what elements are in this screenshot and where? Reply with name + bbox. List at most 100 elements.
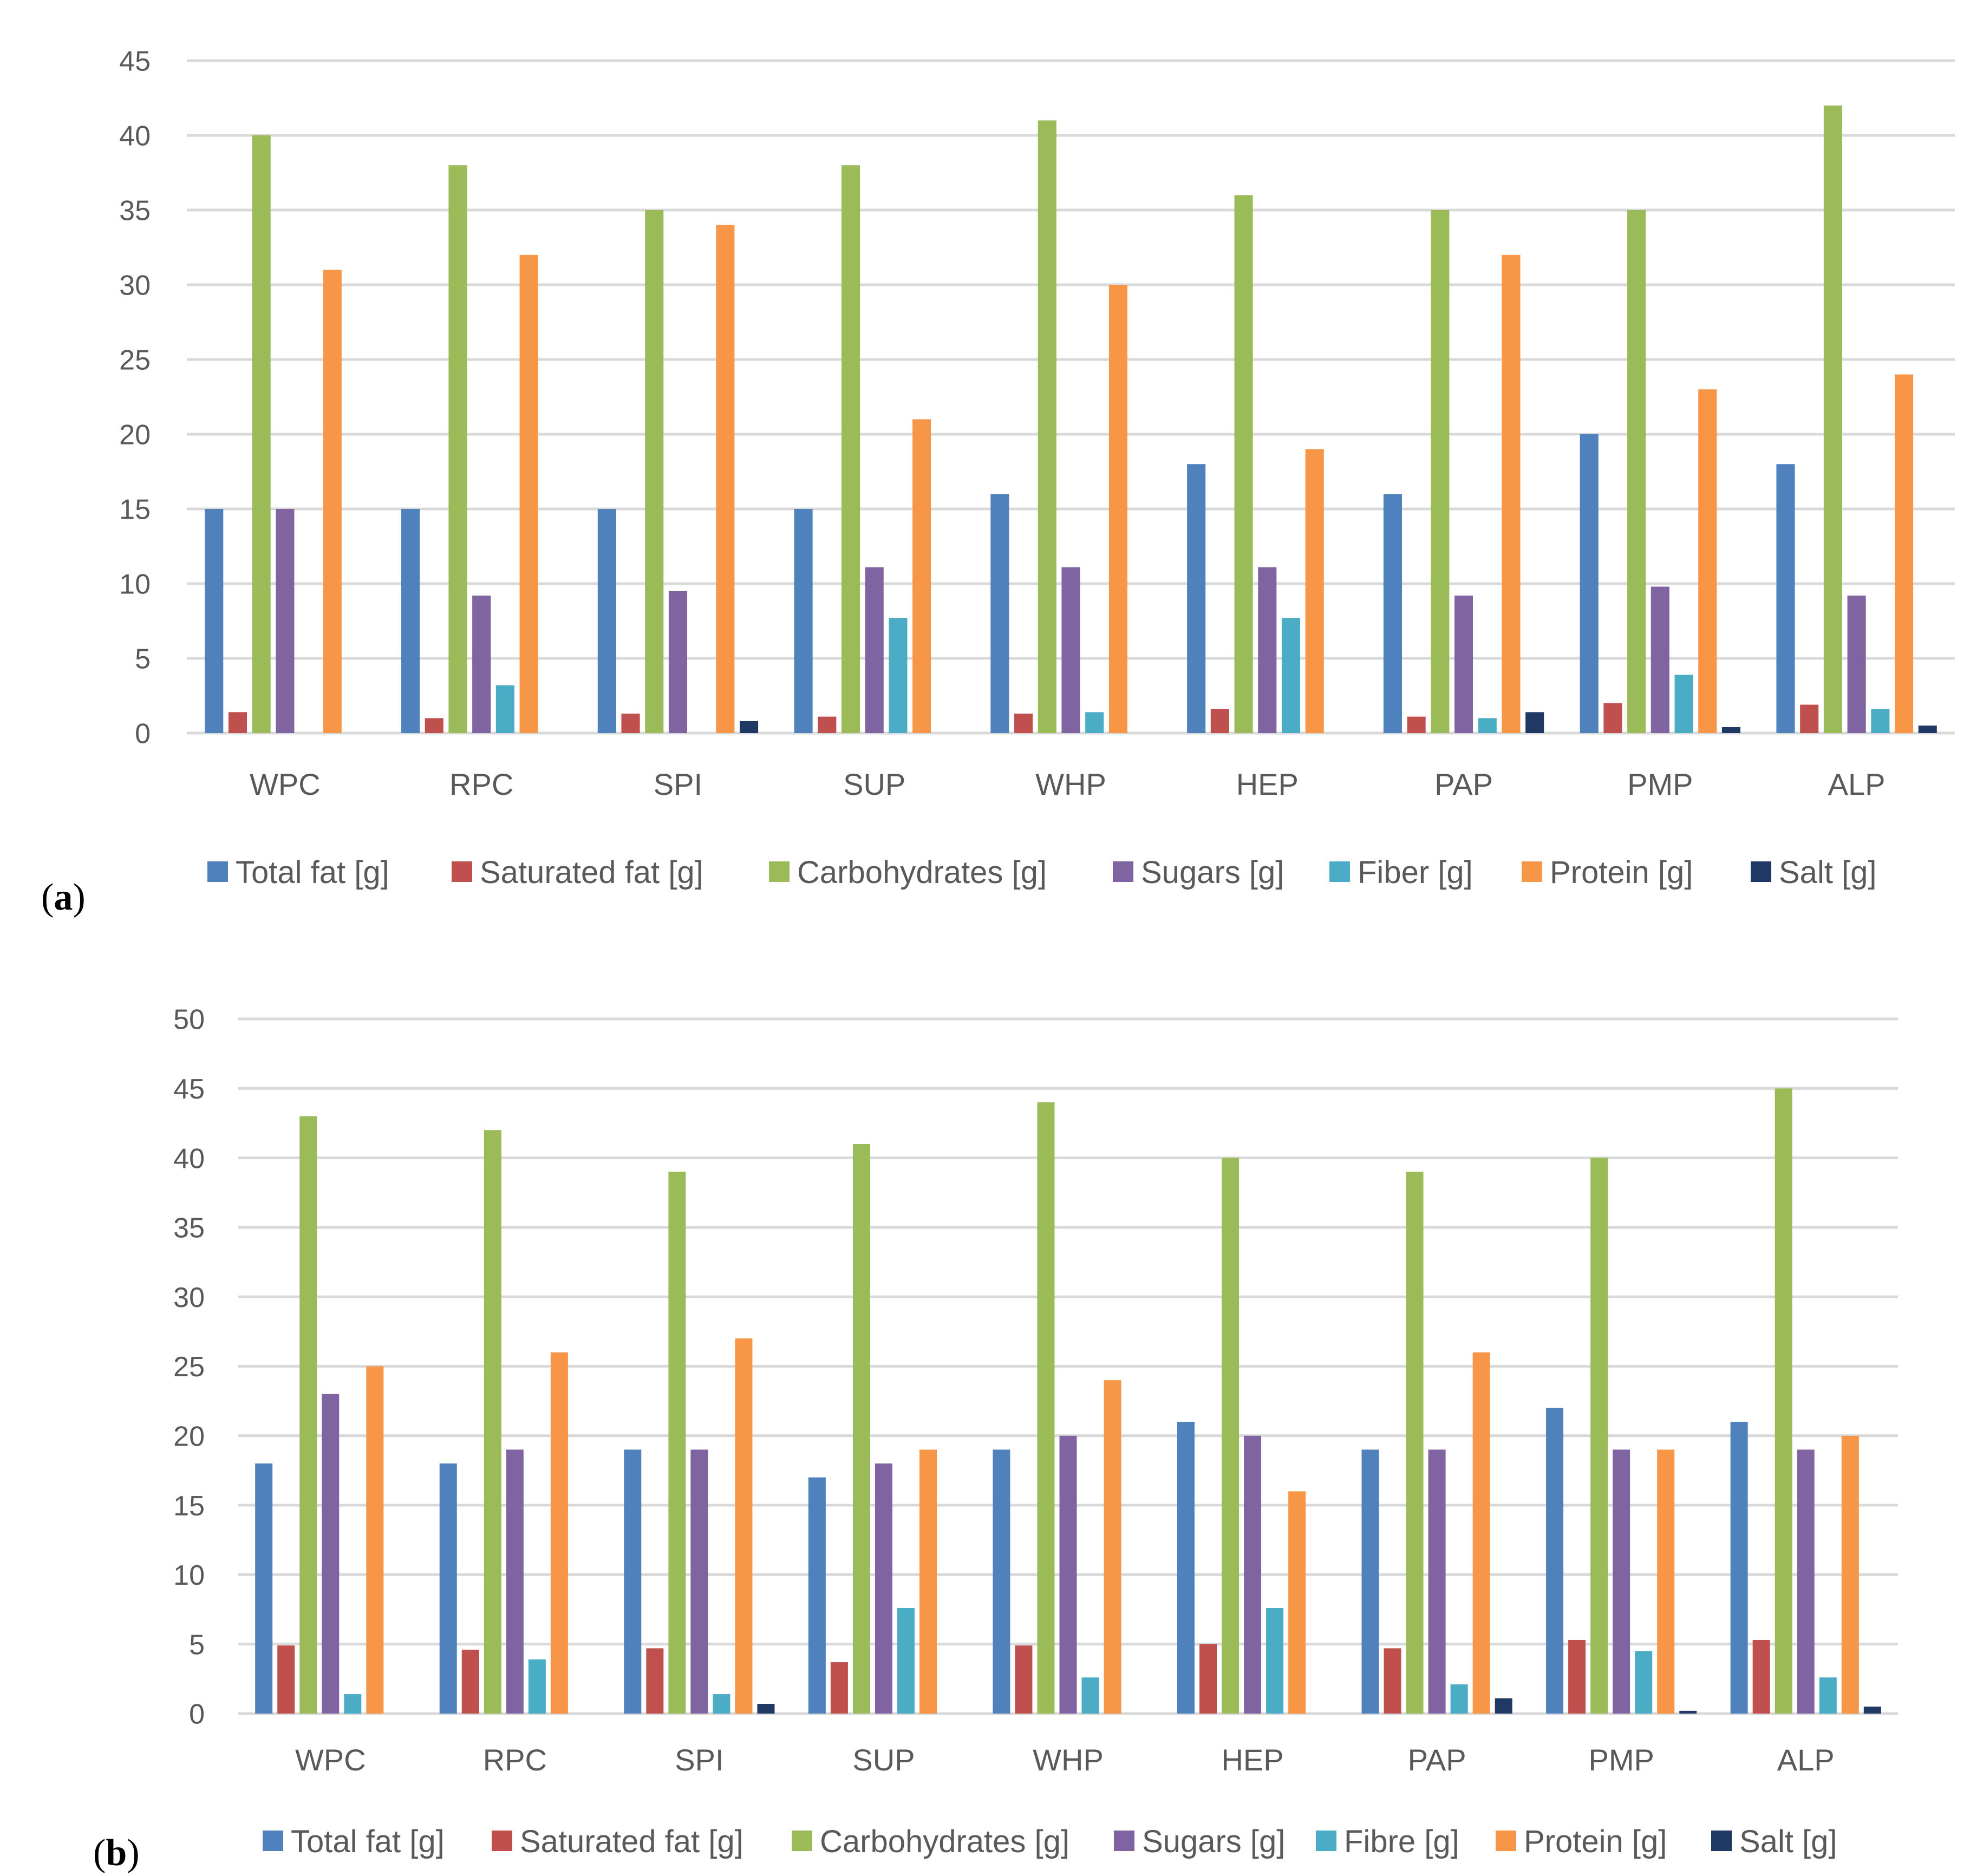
series-carbohydrates — [252, 105, 1842, 734]
y-tick-label: 20 — [173, 1421, 205, 1453]
panel-label: (b) — [93, 1832, 140, 1874]
y-tick-label: 15 — [173, 1491, 205, 1522]
bar — [1431, 210, 1450, 733]
series-protein — [366, 1338, 1859, 1714]
bar — [1177, 1422, 1195, 1714]
y-tick-label: 0 — [135, 718, 151, 750]
category-label: SPI — [654, 767, 702, 801]
y-tick-label: 5 — [189, 1629, 205, 1661]
bar — [1383, 494, 1402, 733]
bar — [1525, 712, 1544, 733]
bar — [1454, 596, 1473, 733]
bar — [1800, 704, 1819, 733]
bar — [506, 1449, 524, 1714]
y-tick-label: 30 — [173, 1282, 205, 1313]
series-sugars — [322, 1394, 1815, 1714]
legend-label: Total fat [g] — [236, 855, 389, 890]
panel-label: (a) — [41, 877, 86, 918]
series-protein — [323, 225, 1914, 734]
bar — [1407, 716, 1426, 733]
series-saturated-fat — [228, 703, 1819, 733]
bar — [461, 1649, 479, 1714]
legend-item: Carbohydrates [g] — [769, 855, 1047, 890]
bar — [401, 509, 420, 733]
bar — [1918, 725, 1937, 733]
bar — [865, 567, 884, 733]
category-label: PAP — [1434, 767, 1493, 801]
y-tick-label: 25 — [173, 1351, 205, 1383]
legend-item: Salt [g] — [1751, 855, 1877, 890]
bar — [1428, 1449, 1446, 1714]
category-label: RPC — [449, 767, 513, 801]
panel-label-close: ) — [73, 877, 85, 918]
bar — [1108, 285, 1127, 733]
bar — [1590, 1158, 1608, 1714]
bar — [1361, 1449, 1379, 1714]
legend-label: Salt [g] — [1779, 855, 1877, 890]
bar — [1059, 1435, 1077, 1714]
category-label: ALP — [1777, 1743, 1835, 1777]
bar — [1014, 714, 1033, 733]
bar — [484, 1130, 501, 1714]
panel-label-open: ( — [41, 877, 54, 918]
series-salt — [757, 1698, 1881, 1714]
bar — [1081, 1677, 1099, 1714]
bar — [1288, 1491, 1306, 1714]
chart-panel-b: 0 5 10 15 20 25 30 35 40 45 50 WPC RPC SPI SUP WHP HEP PA… — [93, 1004, 1898, 1874]
category-label: WHP — [1035, 767, 1106, 801]
y-tick-label: 10 — [173, 1560, 205, 1591]
bar — [875, 1463, 892, 1714]
series-sugars — [276, 509, 1866, 733]
legend-swatch — [1522, 861, 1542, 882]
category-label: PAP — [1408, 1743, 1466, 1777]
category-label: WPC — [295, 1743, 366, 1777]
legend-swatch — [207, 861, 228, 882]
bar — [1871, 709, 1890, 733]
bar — [735, 1338, 753, 1714]
bar — [323, 270, 342, 733]
bar — [1752, 1640, 1770, 1714]
bar — [1450, 1684, 1468, 1714]
bar — [1776, 464, 1795, 733]
category-label: PMP — [1627, 767, 1693, 801]
bar — [550, 1352, 568, 1714]
bar — [252, 135, 271, 733]
series-total-fat — [255, 1408, 1748, 1714]
bar — [716, 225, 735, 734]
bar — [1651, 586, 1669, 733]
bar — [1037, 1102, 1055, 1714]
y-tick-label: 15 — [119, 494, 151, 526]
bar — [1568, 1640, 1586, 1714]
bar — [1187, 464, 1206, 733]
bar — [889, 618, 908, 733]
category-label: SUP — [852, 1743, 915, 1777]
bar — [1258, 567, 1277, 733]
legend-swatch — [263, 1831, 283, 1851]
bar — [919, 1449, 937, 1714]
bar — [1863, 1707, 1881, 1714]
bar — [757, 1704, 775, 1714]
legend-item: Protein [g] — [1496, 1824, 1667, 1859]
legend-swatch — [492, 1831, 512, 1851]
legend-item: Sugars [g] — [1113, 855, 1284, 890]
bar — [1823, 105, 1842, 733]
bar — [1234, 195, 1253, 733]
bar — [1775, 1088, 1792, 1714]
bar — [645, 210, 664, 733]
bar — [1305, 449, 1324, 733]
bar — [668, 591, 687, 733]
category-label: HEP — [1236, 767, 1299, 801]
bar — [841, 165, 860, 734]
bar — [1478, 718, 1497, 733]
panel-label-open: ( — [93, 1832, 106, 1874]
bar — [1384, 1648, 1401, 1714]
legend-swatch — [1113, 861, 1133, 882]
panel-label-close: ) — [127, 1832, 139, 1874]
bar — [1847, 596, 1866, 733]
legend-swatch — [1316, 1831, 1336, 1851]
bar — [1613, 1449, 1630, 1714]
legend-item: Total fat [g] — [263, 1824, 445, 1859]
bar — [1061, 567, 1080, 733]
bar — [1819, 1677, 1837, 1714]
bar — [1721, 727, 1741, 733]
